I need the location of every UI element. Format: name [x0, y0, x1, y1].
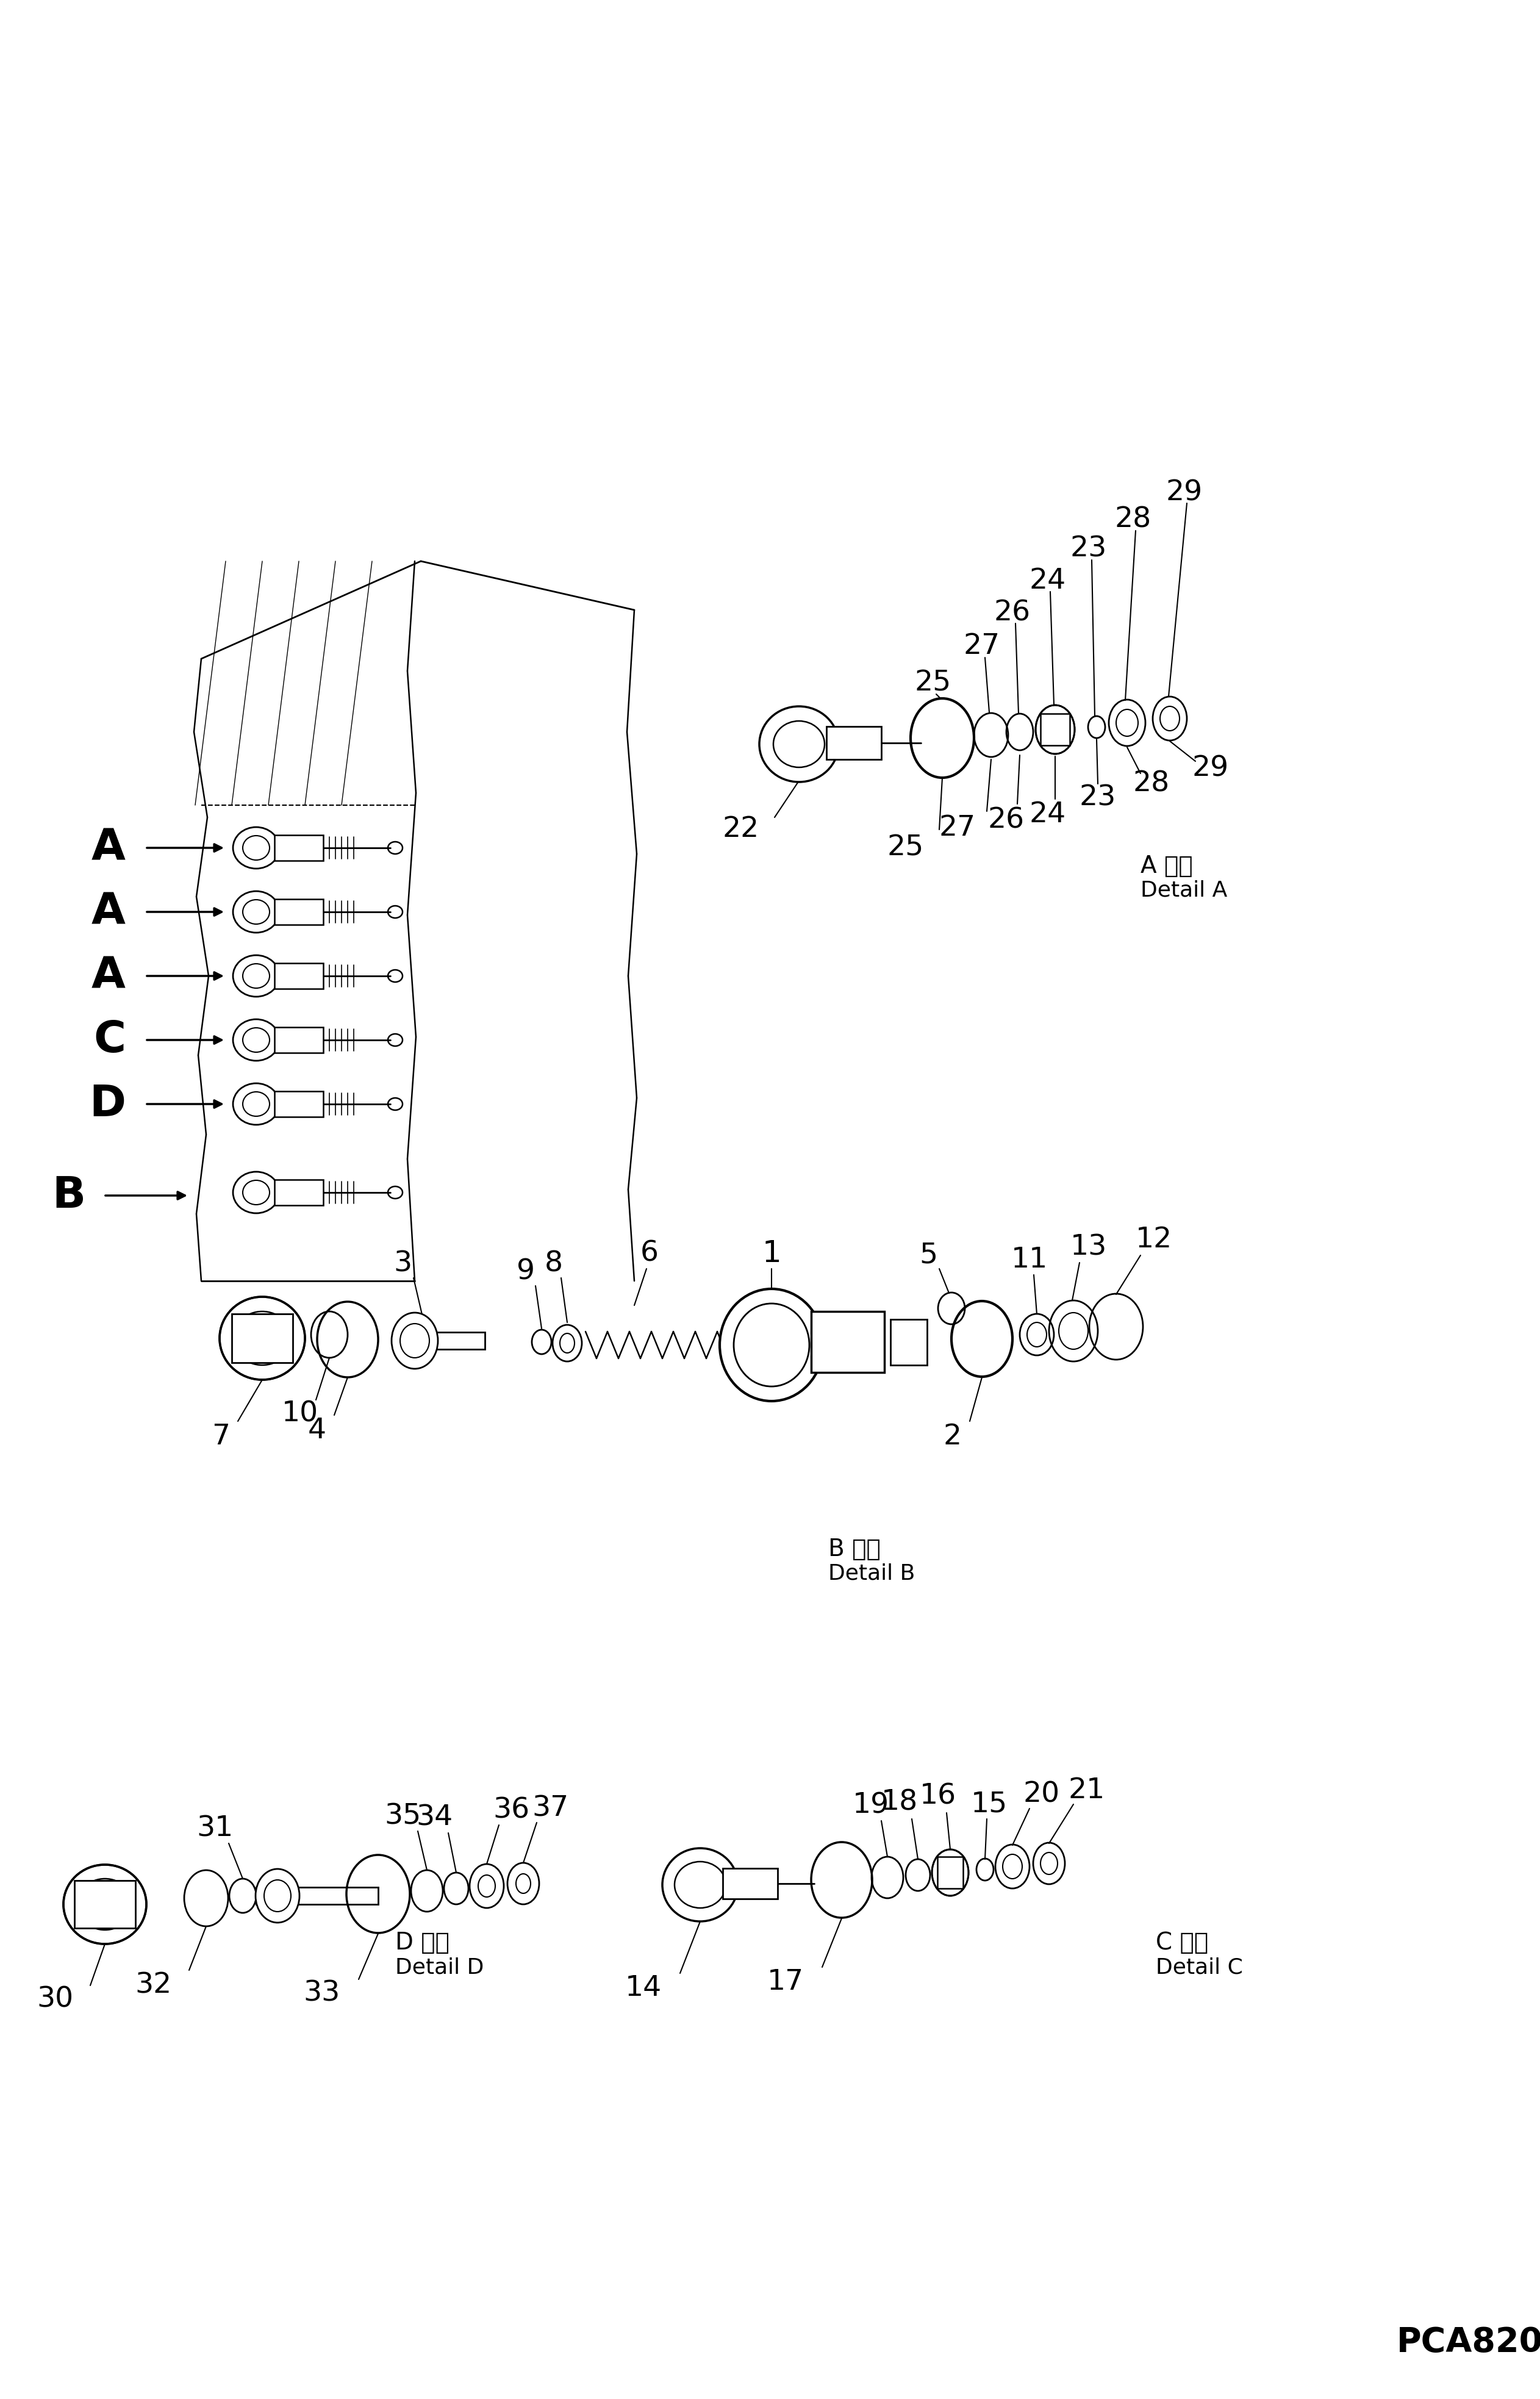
- Text: 15: 15: [970, 1790, 1007, 1818]
- Bar: [938, 1857, 962, 1888]
- Text: 19: 19: [853, 1792, 889, 1818]
- Text: 4: 4: [308, 1418, 326, 1444]
- Ellipse shape: [256, 1869, 299, 1922]
- Bar: [74, 1881, 136, 1929]
- Text: 26: 26: [989, 806, 1024, 835]
- Text: 27: 27: [939, 816, 976, 842]
- Text: 37: 37: [531, 1794, 568, 1823]
- Text: 7: 7: [211, 1423, 229, 1451]
- Text: C: C: [94, 1020, 126, 1060]
- Text: 22: 22: [722, 816, 759, 844]
- Text: A: A: [91, 890, 126, 933]
- Bar: [274, 835, 323, 861]
- Ellipse shape: [932, 1850, 969, 1895]
- Text: Detail C: Detail C: [1155, 1958, 1243, 1977]
- Ellipse shape: [233, 1020, 279, 1060]
- Text: 29: 29: [1192, 756, 1229, 782]
- Bar: [890, 1319, 927, 1365]
- Bar: [231, 1315, 293, 1363]
- Text: 25: 25: [915, 669, 952, 696]
- Text: 36: 36: [493, 1797, 530, 1823]
- Text: A: A: [91, 955, 126, 998]
- Text: 32: 32: [136, 1972, 172, 1998]
- Bar: [274, 900, 323, 924]
- Text: 3: 3: [393, 1250, 411, 1279]
- Bar: [812, 1312, 884, 1372]
- Text: Detail B: Detail B: [829, 1564, 915, 1583]
- Text: B 詳細: B 詳細: [829, 1538, 881, 1562]
- Text: 2: 2: [944, 1423, 962, 1451]
- Ellipse shape: [759, 705, 839, 782]
- Bar: [405, 1331, 485, 1348]
- Text: 24: 24: [1029, 801, 1066, 828]
- Text: Detail D: Detail D: [396, 1958, 484, 1977]
- Text: 10: 10: [282, 1401, 319, 1427]
- Text: 6: 6: [641, 1240, 659, 1267]
- Ellipse shape: [220, 1298, 305, 1379]
- Ellipse shape: [233, 828, 279, 868]
- Text: 13: 13: [1070, 1233, 1107, 1262]
- Bar: [722, 1869, 778, 1900]
- Text: 23: 23: [1080, 784, 1116, 811]
- Text: 5: 5: [919, 1243, 938, 1269]
- Text: B: B: [52, 1176, 85, 1216]
- Bar: [274, 1092, 323, 1118]
- Ellipse shape: [391, 1312, 437, 1370]
- Text: 18: 18: [881, 1790, 918, 1816]
- Text: 25: 25: [887, 835, 924, 861]
- Text: 1: 1: [762, 1238, 781, 1269]
- Text: 27: 27: [964, 633, 1001, 660]
- Bar: [274, 1180, 323, 1204]
- Text: 8: 8: [545, 1250, 564, 1279]
- Text: 14: 14: [625, 1974, 662, 2003]
- Text: 29: 29: [1166, 480, 1203, 506]
- Bar: [1041, 713, 1070, 746]
- Text: 35: 35: [383, 1802, 420, 1830]
- Text: D 詳細: D 詳細: [396, 1931, 450, 1955]
- Ellipse shape: [233, 890, 279, 933]
- Ellipse shape: [719, 1288, 824, 1401]
- Text: 33: 33: [303, 1979, 340, 2008]
- Text: 12: 12: [1135, 1226, 1172, 1252]
- Text: 31: 31: [196, 1816, 233, 1842]
- Text: A 詳細: A 詳細: [1141, 854, 1194, 878]
- Text: D: D: [89, 1082, 126, 1125]
- Text: 20: 20: [1024, 1780, 1060, 1809]
- Text: 16: 16: [919, 1782, 956, 1811]
- Ellipse shape: [233, 955, 279, 996]
- Text: C 詳細: C 詳細: [1155, 1931, 1209, 1955]
- Text: 11: 11: [1012, 1245, 1047, 1274]
- Bar: [274, 1027, 323, 1053]
- Bar: [274, 962, 323, 988]
- Text: 28: 28: [1115, 506, 1152, 533]
- Text: A: A: [91, 828, 126, 868]
- Text: Detail A: Detail A: [1141, 880, 1227, 902]
- Text: 24: 24: [1029, 566, 1066, 595]
- Text: 30: 30: [37, 1986, 74, 2013]
- Ellipse shape: [233, 1171, 279, 1214]
- Text: 21: 21: [1069, 1778, 1106, 1804]
- Bar: [256, 1888, 379, 1905]
- Text: PCA8208: PCA8208: [1397, 2325, 1540, 2358]
- Ellipse shape: [233, 1084, 279, 1125]
- Text: 23: 23: [1070, 535, 1107, 564]
- Ellipse shape: [63, 1864, 146, 1943]
- Text: 17: 17: [767, 1970, 804, 1996]
- Ellipse shape: [662, 1847, 738, 1922]
- Ellipse shape: [553, 1324, 582, 1363]
- Text: 34: 34: [416, 1804, 453, 1830]
- Text: 28: 28: [1133, 770, 1170, 796]
- Text: 9: 9: [516, 1257, 534, 1286]
- Bar: [827, 727, 881, 760]
- Ellipse shape: [1019, 1315, 1053, 1355]
- Text: 26: 26: [995, 600, 1030, 626]
